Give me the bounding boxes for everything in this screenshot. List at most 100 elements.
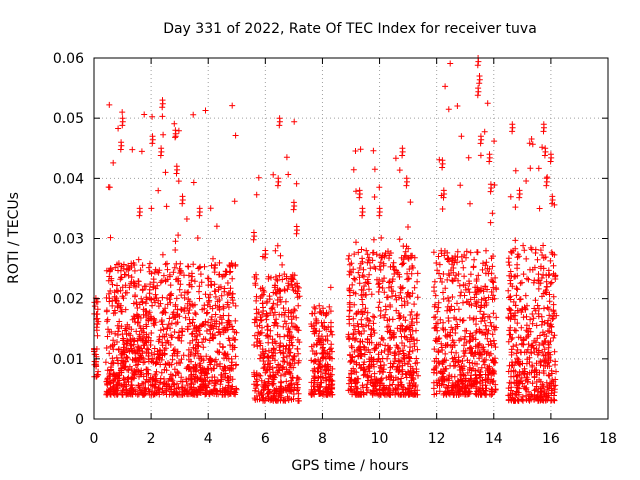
x-tick-labels: 0 2 4 6 8 10 12 14 16 18	[90, 431, 617, 447]
data-point	[533, 367, 540, 373]
data-point	[440, 289, 446, 296]
data-point	[206, 297, 213, 304]
data-point	[192, 310, 198, 316]
data-point	[321, 347, 328, 354]
data-point	[192, 365, 198, 372]
data-point	[545, 306, 552, 313]
data-point	[512, 312, 519, 319]
data-point	[405, 368, 411, 375]
data-point	[211, 281, 218, 288]
data-point	[109, 297, 116, 304]
data-point	[120, 261, 127, 268]
x-tick-label: 14	[485, 431, 503, 447]
data-point	[543, 333, 550, 340]
data-point	[370, 320, 377, 327]
data-point	[464, 369, 471, 376]
data-point	[348, 357, 355, 364]
data-point	[470, 365, 477, 372]
data-point	[206, 356, 213, 363]
data-point	[156, 267, 163, 274]
data-point	[346, 351, 353, 358]
data-point	[224, 351, 231, 358]
data-point	[360, 287, 367, 294]
data-point	[399, 284, 406, 291]
data-point	[191, 322, 198, 329]
data-point	[528, 369, 535, 376]
data-point	[383, 294, 390, 301]
data-point	[442, 83, 449, 90]
data-point	[171, 120, 178, 127]
data-point	[94, 306, 101, 313]
data-point	[184, 305, 191, 312]
data-point	[208, 262, 215, 269]
data-point	[381, 314, 388, 321]
data-point	[529, 320, 536, 327]
data-point	[543, 379, 550, 386]
data-point	[476, 328, 483, 335]
data-point	[308, 357, 315, 364]
data-point	[469, 349, 476, 356]
data-point	[283, 320, 290, 327]
data-point	[548, 380, 555, 387]
data-point	[131, 315, 138, 322]
data-point	[257, 285, 264, 292]
data-point	[406, 292, 412, 299]
data-point	[265, 333, 272, 340]
data-point	[270, 300, 277, 307]
data-point	[550, 301, 557, 308]
data-point	[448, 387, 455, 394]
data-point	[216, 259, 223, 266]
data-point	[272, 282, 279, 289]
data-point	[262, 254, 268, 261]
data-point	[357, 365, 364, 372]
data-point	[543, 289, 550, 296]
data-point	[178, 337, 185, 344]
data-point	[227, 268, 234, 275]
data-point	[110, 337, 117, 344]
data-point	[536, 305, 542, 312]
data-point	[465, 154, 472, 161]
data-point	[251, 332, 258, 339]
data-point	[175, 370, 182, 377]
data-point	[445, 298, 452, 304]
data-point	[466, 289, 473, 296]
data-point	[220, 312, 227, 319]
data-point	[353, 239, 359, 246]
data-point	[449, 383, 456, 390]
data-point	[91, 351, 98, 358]
data-point	[295, 395, 302, 402]
data-point	[477, 369, 484, 376]
data-point	[280, 323, 287, 330]
data-point	[94, 311, 101, 317]
data-point	[361, 359, 368, 366]
data-point	[478, 391, 485, 398]
data-point	[106, 101, 113, 108]
data-point	[139, 262, 146, 269]
data-point	[188, 358, 194, 365]
data-point	[483, 391, 490, 398]
data-point	[188, 277, 195, 284]
data-point	[490, 279, 497, 286]
data-point	[184, 289, 191, 296]
data-point	[115, 288, 121, 295]
data-point	[439, 325, 446, 332]
data-point	[274, 331, 281, 338]
data-point	[481, 357, 488, 364]
data-point	[523, 396, 530, 403]
data-point	[486, 391, 493, 398]
data-point	[324, 350, 331, 357]
data-point	[376, 368, 383, 375]
data-point	[477, 287, 484, 294]
data-point	[533, 322, 540, 329]
data-point	[460, 299, 466, 306]
data-point	[288, 309, 295, 315]
data-point	[291, 352, 298, 359]
data-point	[322, 370, 328, 377]
data-point	[377, 307, 384, 314]
data-point	[160, 131, 167, 138]
data-point	[399, 260, 406, 267]
data-point	[313, 316, 319, 322]
data-point	[232, 132, 239, 139]
data-point	[484, 330, 491, 337]
data-point	[348, 383, 355, 390]
